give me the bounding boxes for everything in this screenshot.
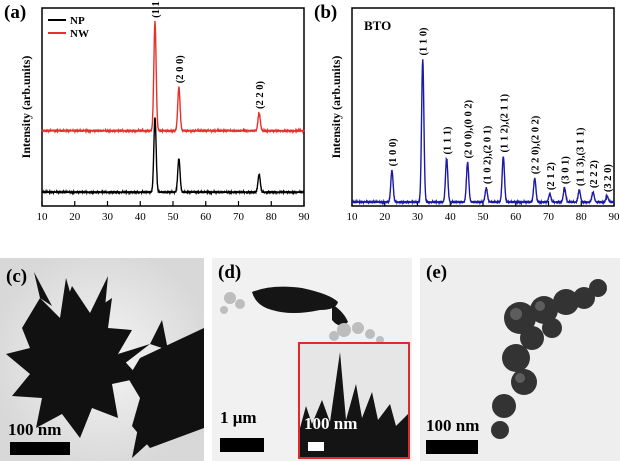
peak-label: (1 1 1)	[151, 0, 162, 18]
y-axis-label: Intensity (arb.units)	[19, 56, 33, 159]
chart-title-b: BTO	[364, 18, 391, 33]
peak-label: (1 1 1)	[443, 126, 454, 154]
legend-label-nw: NW	[70, 28, 89, 40]
inset-scale-bar-d	[308, 442, 324, 451]
panel-c-letter: (c)	[6, 266, 28, 287]
panel-e-letter: (e)	[426, 262, 448, 283]
x-tick-label: 80	[266, 211, 278, 223]
peak-label: (3 2 0)	[603, 164, 614, 192]
scale-label-e: 100 nm	[426, 416, 480, 435]
x-tick-label: 50	[478, 211, 490, 223]
scale-label-c: 100 nm	[8, 420, 62, 439]
x-tick-label: 80	[576, 211, 588, 223]
legend-label-np: NP	[70, 15, 85, 27]
x-tick-label: 60	[200, 211, 212, 223]
peak-label: (2 0 0)	[175, 55, 186, 83]
peak-label: (2 2 0)	[255, 80, 266, 108]
peak-label: (3 0 1)	[561, 156, 572, 184]
tem-micrograph-c	[0, 258, 204, 461]
series-line-np	[41, 117, 305, 196]
peak-label: (2 0 0),(0 0 2)	[464, 99, 475, 158]
x-tick-label: 40	[135, 211, 147, 223]
x-tick-label: 30	[412, 211, 424, 223]
tem-image-c: (c) 100 nm	[0, 258, 204, 461]
panel-b-chart: (b) 1020304050607080902θ (Degree)Intensi…	[310, 0, 620, 225]
peak-label: (2 1 2)	[546, 162, 557, 190]
inset-micrograph-d	[300, 344, 408, 457]
xrd-chart-b: 1020304050607080902θ (Degree)Intensity (…	[329, 7, 620, 223]
x-tick-label: 70	[543, 211, 555, 223]
x-tick-label: 10	[347, 211, 359, 223]
x-tick-label: 10	[37, 211, 49, 223]
scale-bar-c	[10, 442, 70, 455]
peak-label: (1 1 2),(2 1 1)	[499, 93, 510, 152]
inset-image-d: 100 nm	[298, 342, 410, 459]
x-tick-label: 60	[510, 211, 522, 223]
peak-label: (1 0 0)	[388, 138, 399, 166]
x-tick-label: 40	[445, 211, 457, 223]
scale-bar-d	[220, 438, 264, 452]
peak-label: (2 2 2)	[589, 160, 600, 188]
x-tick-label: 20	[69, 211, 81, 223]
panel-a-letter: (a)	[4, 2, 27, 23]
x-tick-label: 30	[102, 211, 114, 223]
scale-label-d: 1 μm	[220, 408, 257, 427]
y-axis-label: Intensity (arb.units)	[329, 56, 343, 159]
tem-micrograph-e	[420, 258, 620, 461]
x-tick-label: 90	[299, 211, 311, 223]
x-tick-label: 50	[168, 211, 180, 223]
series-line-nw	[41, 20, 305, 135]
peak-label: (1 1 3),(3 1 1)	[575, 127, 586, 186]
series-line-bto	[351, 59, 615, 206]
x-tick-label: 90	[609, 211, 620, 223]
inset-scale-label-d: 100 nm	[304, 414, 358, 433]
tem-image-d: (d) 1 μm 100 nm	[212, 258, 412, 461]
scale-bar-e	[426, 440, 478, 454]
peak-label: (2 2 0),(2 0 2)	[531, 115, 542, 174]
peak-label: (1 0 2),(2 0 1)	[482, 125, 493, 184]
x-tick-label: 20	[379, 211, 391, 223]
panel-a-chart: (a) 1020304050607080902θ (Degree)Intensi…	[0, 0, 310, 225]
panel-b-letter: (b)	[314, 2, 338, 23]
x-tick-label: 70	[233, 211, 245, 223]
panel-d-letter: (d)	[218, 262, 242, 283]
peak-label: (1 1 0)	[419, 27, 430, 55]
tem-image-e: (e) 100 nm	[420, 258, 620, 461]
xrd-chart-a: 1020304050607080902θ (Degree)Intensity (…	[19, 0, 311, 223]
